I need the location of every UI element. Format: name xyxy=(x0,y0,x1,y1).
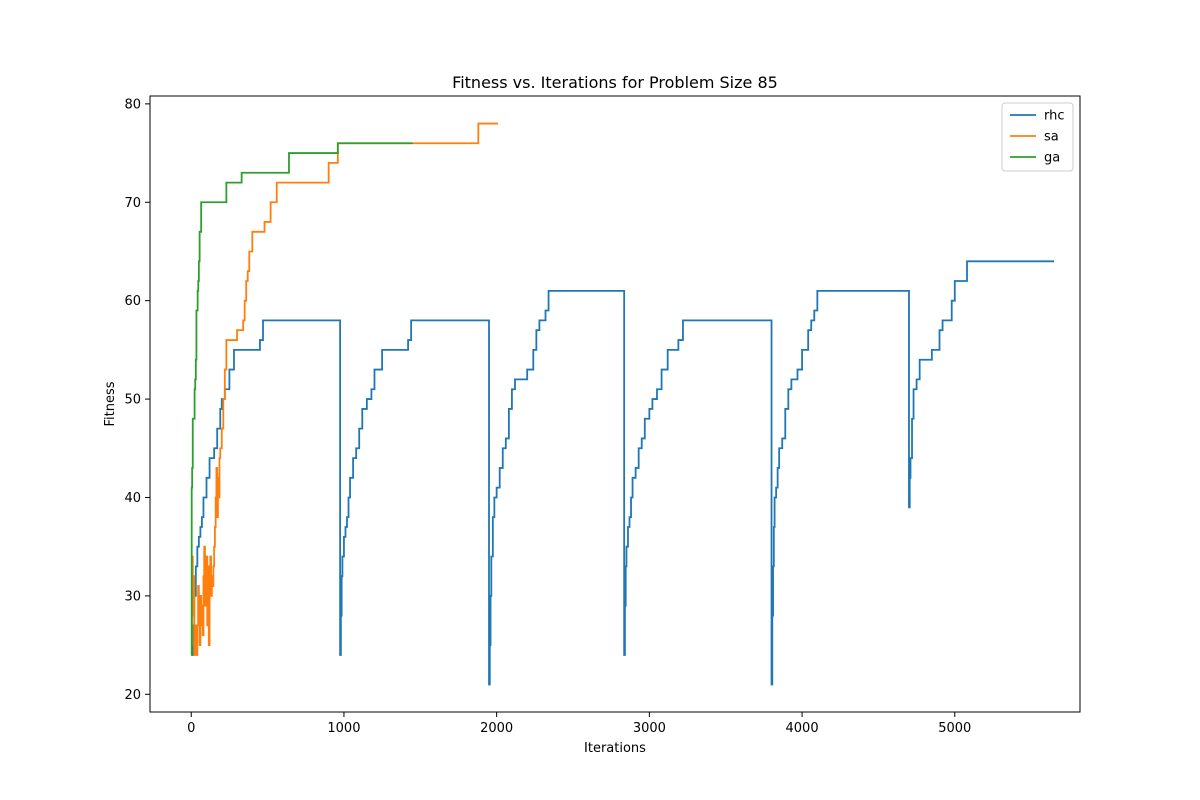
x-axis: 0 1000 2000 3000 4000 5000 xyxy=(187,712,971,736)
chart-title: Fitness vs. Iterations for Problem Size … xyxy=(452,73,778,92)
y-tick-label: 50 xyxy=(124,393,141,408)
legend-box xyxy=(1001,102,1074,172)
legend-label-ga: ga xyxy=(1044,151,1060,166)
legend-label-rhc: rhc xyxy=(1044,109,1065,124)
series-line-ga xyxy=(190,142,413,656)
series-line-sa xyxy=(191,122,499,656)
x-tick-label: 1000 xyxy=(327,721,360,736)
y-axis: 20 30 40 50 60 70 80 xyxy=(124,97,150,703)
y-tick-label: 60 xyxy=(124,294,141,309)
x-tick-label: 3000 xyxy=(633,721,666,736)
x-tick-label: 4000 xyxy=(786,721,819,736)
legend-label-sa: sa xyxy=(1044,130,1059,145)
y-tick-label: 20 xyxy=(124,688,141,703)
y-axis-label: Fitness xyxy=(103,381,118,426)
x-tick-label: 5000 xyxy=(938,721,971,736)
legend: rhc sa ga xyxy=(1001,102,1074,172)
series-line-rhc xyxy=(191,260,1055,686)
x-axis-label: Iterations xyxy=(584,741,646,756)
y-tick-label: 30 xyxy=(124,589,141,604)
y-tick-label: 70 xyxy=(124,196,141,211)
x-tick-label: 0 xyxy=(187,721,195,736)
x-tick-label: 2000 xyxy=(480,721,513,736)
plot-frame xyxy=(149,95,1081,713)
y-tick-label: 80 xyxy=(124,97,141,112)
y-tick-label: 40 xyxy=(124,491,141,506)
